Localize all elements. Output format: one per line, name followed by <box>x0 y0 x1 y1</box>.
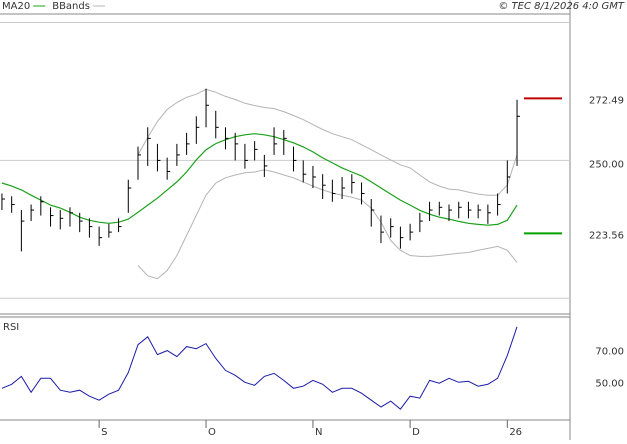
x-tick-label: O <box>208 427 216 438</box>
x-tick-label: S <box>101 427 107 438</box>
legend-entry: BBands <box>52 1 90 12</box>
band-upper <box>137 88 518 196</box>
rsi-line <box>1 326 518 410</box>
price-marker-label: 272.49 <box>589 95 624 106</box>
ma-line <box>1 133 518 226</box>
y-tick-label: 250.00 <box>589 159 624 170</box>
x-tick-label: 26 <box>509 427 522 438</box>
stamp: © TEC 8/1/2026 4:0 GMT <box>498 1 625 12</box>
rsi-label: RSI <box>3 322 19 333</box>
band-lower <box>137 169 518 280</box>
x-tick-label: N <box>315 427 322 438</box>
rsi-tick-label: 70.00 <box>595 347 624 358</box>
price-marker-label: 223.56 <box>589 230 624 241</box>
legend-entry: MA20 <box>2 1 30 12</box>
x-tick-label: D <box>412 427 420 438</box>
rsi-tick-label: 50.00 <box>595 378 624 389</box>
